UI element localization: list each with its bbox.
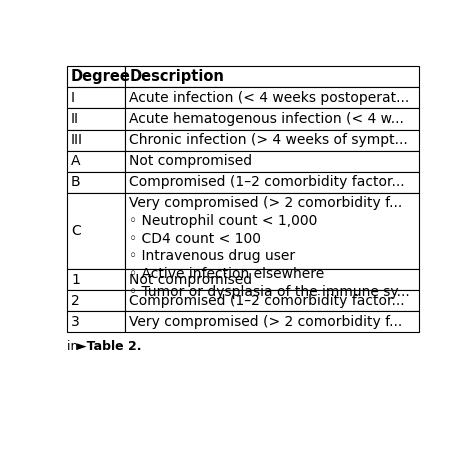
- Text: C: C: [71, 224, 81, 238]
- Bar: [125, 172, 419, 193]
- Bar: [125, 87, 419, 109]
- Text: Not compromised: Not compromised: [129, 273, 252, 286]
- Text: Acute infection (< 4 weeks postoperat...: Acute infection (< 4 weeks postoperat...: [129, 91, 410, 105]
- Text: Very compromised (> 2 comorbidity f...
◦ Neutrophil count < 1,000
◦ CD4 count < : Very compromised (> 2 comorbidity f... ◦…: [129, 196, 410, 299]
- Bar: [125, 269, 419, 290]
- Bar: [125, 151, 419, 172]
- Text: 2: 2: [71, 294, 80, 308]
- Bar: [125, 311, 419, 332]
- Bar: [66, 151, 125, 172]
- Bar: [125, 66, 419, 87]
- Text: Not compromised: Not compromised: [129, 154, 252, 168]
- Text: II: II: [71, 112, 79, 126]
- Text: ►Table 2.: ►Table 2.: [77, 340, 141, 354]
- Text: Very compromised (> 2 comorbidity f...: Very compromised (> 2 comorbidity f...: [129, 315, 402, 329]
- Text: III: III: [71, 133, 83, 147]
- Bar: [125, 129, 419, 151]
- Text: Chronic infection (> 4 weeks of sympt...: Chronic infection (> 4 weeks of sympt...: [129, 133, 408, 147]
- Text: Acute hematogenous infection (< 4 w...: Acute hematogenous infection (< 4 w...: [129, 112, 404, 126]
- Text: I: I: [71, 91, 75, 105]
- Text: B: B: [71, 175, 81, 190]
- Bar: [125, 290, 419, 311]
- Text: A: A: [71, 154, 81, 168]
- Text: Compromised (1–2 comorbidity factor...: Compromised (1–2 comorbidity factor...: [129, 175, 405, 190]
- Bar: [66, 172, 125, 193]
- Text: Description: Description: [129, 69, 224, 84]
- Text: 1: 1: [71, 273, 80, 286]
- Bar: [125, 109, 419, 129]
- Bar: [66, 269, 125, 290]
- Text: Degree: Degree: [71, 69, 131, 84]
- Bar: [125, 193, 419, 269]
- Bar: [66, 66, 125, 87]
- Bar: [66, 129, 125, 151]
- Bar: [66, 193, 125, 269]
- Text: Compromised (1–2 comorbidity factor...: Compromised (1–2 comorbidity factor...: [129, 294, 405, 308]
- Bar: [66, 87, 125, 109]
- Bar: [66, 290, 125, 311]
- Text: 3: 3: [71, 315, 80, 329]
- Bar: [66, 109, 125, 129]
- Bar: [66, 311, 125, 332]
- Text: in: in: [66, 340, 82, 354]
